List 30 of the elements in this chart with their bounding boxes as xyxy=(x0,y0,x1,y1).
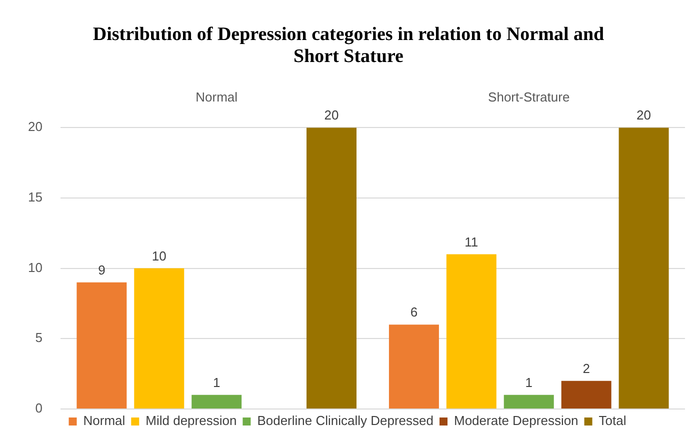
y-tick-label: 5 xyxy=(35,330,42,346)
bar xyxy=(134,268,184,408)
data-label: 20 xyxy=(636,108,652,123)
y-tick-label: 20 xyxy=(28,119,42,134)
data-label: 9 xyxy=(98,262,106,278)
data-label: 11 xyxy=(464,234,478,250)
bar xyxy=(388,324,439,408)
legend-label: Total xyxy=(598,413,626,428)
legend-label: Boderline Clinically Depressed xyxy=(257,413,434,428)
data-label: 2 xyxy=(582,360,590,376)
data-label: 10 xyxy=(152,248,166,264)
y-tick-label: 10 xyxy=(28,260,42,275)
bar xyxy=(446,254,496,408)
bar xyxy=(306,128,357,408)
data-label: 1 xyxy=(525,375,532,390)
legend-label: Moderate Depression xyxy=(454,413,578,428)
legend-label: Normal xyxy=(83,413,126,428)
y-tick-label: 0 xyxy=(35,400,42,416)
y-tick-label: 15 xyxy=(28,190,42,205)
bar xyxy=(504,394,554,408)
bar xyxy=(618,128,669,408)
data-label: 6 xyxy=(410,304,418,320)
data-label: 1 xyxy=(212,375,220,390)
legend-label: Mild depression xyxy=(146,413,237,428)
data-label: 20 xyxy=(324,108,339,123)
bar xyxy=(76,282,127,408)
x-tick-label: Short-Strature xyxy=(488,89,570,104)
bar xyxy=(192,394,242,408)
chart-title: Distribution of Depression categories in relation to Normal and Short Stature xyxy=(92,23,606,68)
bar xyxy=(561,380,612,408)
